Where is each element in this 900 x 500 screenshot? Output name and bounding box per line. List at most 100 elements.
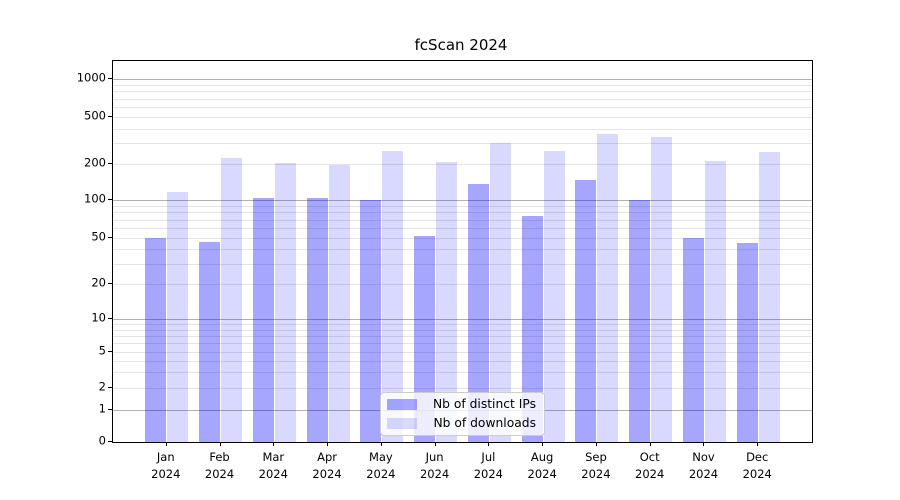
- gridline-minor: [113, 85, 812, 87]
- y-tick-mark: [108, 318, 112, 319]
- gridline-minor: [113, 219, 812, 221]
- bar-downloads: [436, 162, 458, 442]
- x-tick-mark: [165, 442, 167, 446]
- y-tick-mark: [108, 78, 112, 80]
- x-tick-label: Jul 2024: [474, 449, 503, 482]
- x-tick-mark: [649, 442, 651, 446]
- gridline-minor: [113, 128, 812, 130]
- y-tick-mark: [108, 441, 112, 442]
- bar-downloads: [704, 161, 726, 442]
- chart-title: fcScan 2024: [414, 36, 508, 54]
- gridline-minor: [113, 117, 812, 118]
- x-tick-mark: [703, 442, 705, 446]
- bar-distinct-ips: [360, 199, 382, 442]
- legend-label: Nb of distinct IPs: [432, 397, 536, 412]
- bar-downloads: [758, 152, 780, 442]
- bar-distinct-ips: [629, 199, 651, 442]
- x-tick-label-month: Jun: [425, 450, 444, 464]
- y-tick-label: 5: [98, 343, 106, 358]
- y-tick-label: 2: [98, 379, 106, 393]
- gridline-major: [113, 319, 812, 320]
- x-tick-label-month: Oct: [639, 450, 660, 464]
- bar-downloads: [221, 158, 243, 442]
- x-tick-mark: [434, 442, 436, 446]
- x-tick-label-month: Jul: [481, 450, 496, 464]
- legend-swatch-distinct-ips: [386, 399, 417, 411]
- y-tick-mark: [108, 408, 112, 410]
- bar-distinct-ips: [199, 242, 221, 442]
- plot-area: [112, 60, 813, 443]
- y-tick-mark: [108, 199, 112, 200]
- x-tick-label-year: 2024: [527, 466, 557, 481]
- y-tick-mark: [108, 386, 112, 388]
- bar-downloads: [167, 191, 189, 442]
- legend-item-distinct-ips: Nb of distinct IPs: [386, 397, 536, 413]
- bar-downloads: [597, 134, 619, 442]
- y-tick-label: 0: [98, 433, 106, 448]
- x-tick-label: May 2024: [366, 449, 395, 482]
- bar-distinct-ips: [467, 183, 489, 442]
- gridline-major: [113, 200, 812, 201]
- x-tick-label-month: Feb: [209, 450, 230, 464]
- gridline-minor: [113, 98, 812, 100]
- gridline-minor: [113, 371, 812, 373]
- bar-distinct-ips: [682, 238, 704, 442]
- x-tick-label-year: 2024: [742, 466, 772, 481]
- x-tick-label-year: 2024: [204, 466, 235, 481]
- bar-distinct-ips: [575, 180, 597, 442]
- y-tick-label: 1: [98, 401, 106, 415]
- gridline-minor: [113, 164, 812, 166]
- x-tick-label-year: 2024: [312, 466, 342, 481]
- gridline-minor: [113, 284, 812, 285]
- gridline-minor: [113, 228, 812, 229]
- x-tick-label-month: Apr: [317, 450, 338, 464]
- x-tick-label-month: May: [368, 450, 393, 464]
- x-tick-label-year: 2024: [151, 466, 181, 481]
- gridline-minor: [113, 249, 812, 251]
- y-tick-mark: [108, 237, 112, 238]
- x-tick-label-month: Nov: [692, 450, 715, 464]
- legend-label: Nb of downloads: [433, 415, 536, 430]
- gridline-minor: [113, 335, 812, 337]
- bar-distinct-ips: [306, 197, 328, 442]
- x-tick-label: Oct 2024: [635, 449, 664, 482]
- x-tick-label: Jun 2024: [420, 449, 449, 482]
- x-tick-label-month: Aug: [530, 450, 554, 464]
- legend-item-downloads: Nb of downloads: [386, 416, 536, 432]
- x-tick-label: Jan 2024: [151, 449, 180, 482]
- y-tick-label: 200: [84, 155, 106, 170]
- bar-distinct-ips: [252, 198, 274, 442]
- y-tick-label: 1000: [76, 70, 106, 85]
- y-tick-mark: [108, 116, 112, 117]
- x-tick-label: Mar 2024: [259, 449, 288, 482]
- x-tick-label-month: Dec: [746, 450, 769, 464]
- bar-downloads: [382, 150, 404, 442]
- y-tick-label: 20: [91, 275, 106, 290]
- gridline-minor: [113, 238, 812, 239]
- bar-distinct-ips: [145, 238, 167, 442]
- x-tick-mark: [757, 442, 759, 446]
- x-tick-label-month: Mar: [262, 450, 285, 464]
- gridline-major: [113, 79, 812, 81]
- x-tick-label-month: Jan: [156, 450, 175, 464]
- bar-downloads: [328, 164, 350, 442]
- gridline-minor: [113, 212, 812, 214]
- y-tick-label: 500: [84, 108, 106, 123]
- x-tick-label: Aug 2024: [528, 449, 557, 482]
- x-tick-label-year: 2024: [366, 466, 396, 481]
- x-tick-label: Nov 2024: [689, 449, 718, 482]
- gridline-minor: [113, 143, 812, 145]
- bar-distinct-ips: [414, 235, 436, 442]
- gridline-minor: [113, 352, 812, 353]
- x-tick-label-year: 2024: [419, 466, 450, 481]
- x-tick-label-year: 2024: [581, 466, 611, 481]
- x-tick-label-year: 2024: [688, 466, 719, 481]
- y-tick-label: 10: [91, 310, 106, 325]
- x-tick-mark: [273, 442, 275, 446]
- legend-swatch-downloads: [387, 417, 418, 429]
- gridline-minor: [113, 324, 812, 326]
- x-tick-label-year: 2024: [473, 466, 504, 481]
- gridline-minor: [113, 91, 812, 93]
- x-tick-mark: [380, 442, 382, 446]
